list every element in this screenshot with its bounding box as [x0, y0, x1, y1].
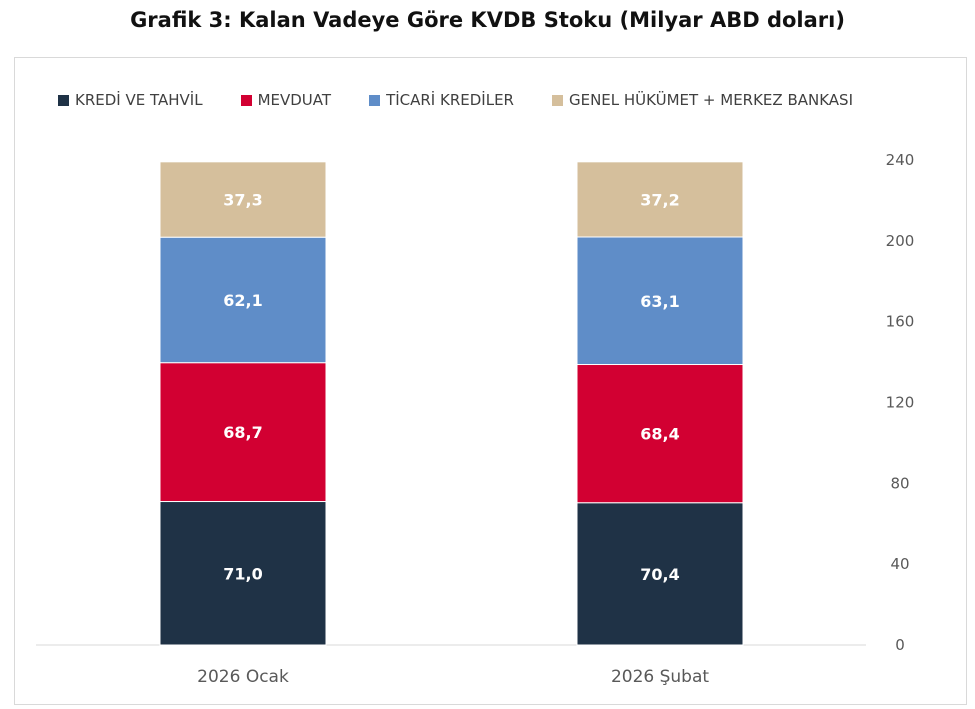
x-tick-label: 2026 Şubat [611, 667, 709, 687]
legend-swatch [58, 94, 69, 106]
data-label: 71,0 [223, 564, 262, 583]
data-label: 63,1 [640, 292, 679, 311]
data-label: 70,4 [640, 565, 679, 584]
y-tick-label: 160 [886, 313, 915, 331]
data-label: 62,1 [223, 291, 262, 310]
bar-segment [576, 502, 744, 646]
data-label: 68,7 [223, 423, 262, 442]
y-tick-label: 200 [886, 232, 915, 250]
y-tick-label: 120 [886, 394, 915, 412]
data-label: 37,2 [640, 190, 679, 209]
bar-segment [159, 362, 327, 503]
data-label: 68,4 [640, 425, 679, 444]
y-tick-label: 40 [890, 555, 909, 573]
legend-item: GENEL HÜKÜMET + MERKEZ BANKASI [551, 91, 854, 109]
legend-label: KREDİ VE TAHVİL [75, 91, 203, 109]
legend-item: KREDİ VE TAHVİL [58, 91, 203, 109]
legend-label: TİCARİ KREDİLER [386, 91, 514, 109]
chart-frame [14, 57, 967, 705]
x-tick-label: 2026 Ocak [197, 667, 289, 687]
y-tick-label: 80 [890, 474, 909, 492]
bar-segment [159, 161, 327, 238]
legend-swatch [240, 94, 252, 106]
legend-label: MEVDUAT [257, 91, 332, 109]
legend: KREDİ VE TAHVİL MEVDUAT TİCARİ KREDİLER GEN… [58, 91, 891, 109]
y-tick-label: 0 [895, 636, 905, 654]
chart-title: Grafik 3: Kalan Vadeye Göre KVDB Stoku (… [130, 8, 845, 32]
legend-label: GENEL HÜKÜMET + MERKEZ BANKASI [568, 91, 854, 109]
bar-segment [159, 236, 327, 364]
bar-segment [159, 501, 327, 646]
legend-item: TİCARİ KREDİLER [369, 91, 514, 109]
bar-segment [576, 236, 744, 366]
bar-segment [576, 161, 744, 238]
data-label: 37,3 [223, 191, 262, 210]
y-tick-label: 240 [886, 151, 915, 169]
legend-swatch [369, 94, 381, 106]
legend-item: MEVDUAT [240, 91, 332, 109]
legend-swatch [551, 94, 563, 106]
